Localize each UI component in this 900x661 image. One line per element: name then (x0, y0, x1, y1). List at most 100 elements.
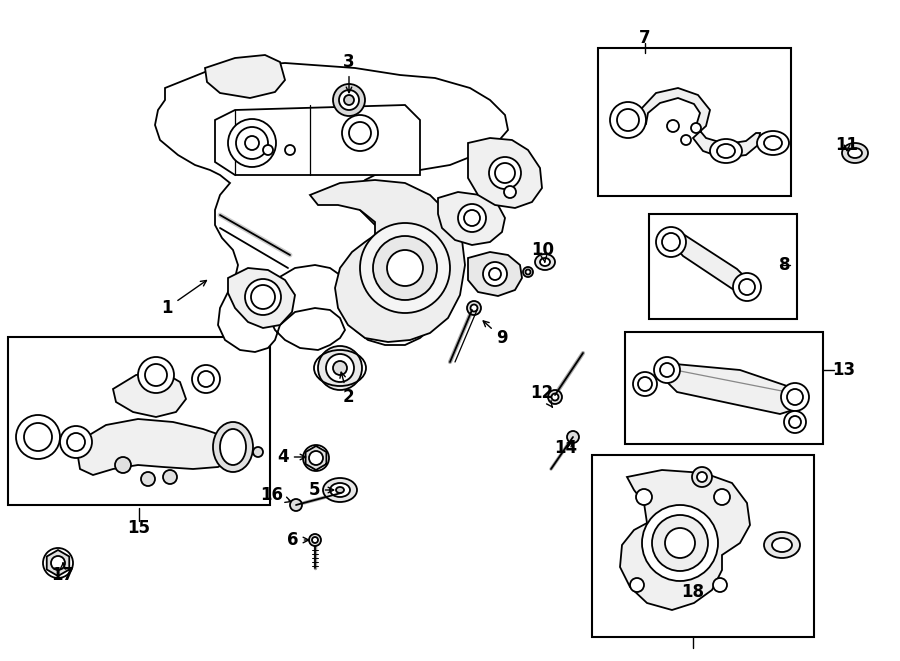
Bar (625, 332, 823, 444)
Ellipse shape (764, 136, 782, 150)
Circle shape (163, 470, 177, 484)
Ellipse shape (848, 148, 862, 158)
Circle shape (192, 365, 220, 393)
Circle shape (251, 285, 275, 309)
Text: 13: 13 (832, 361, 856, 379)
Circle shape (467, 301, 481, 315)
Circle shape (713, 578, 727, 592)
Circle shape (309, 451, 323, 465)
Ellipse shape (757, 131, 789, 155)
Bar (592, 455, 814, 637)
Text: 10: 10 (532, 241, 554, 262)
Circle shape (342, 115, 378, 151)
Bar (649, 214, 797, 319)
Polygon shape (228, 268, 295, 328)
Text: 16: 16 (260, 486, 291, 504)
Circle shape (60, 426, 92, 458)
Text: 9: 9 (483, 321, 508, 347)
Circle shape (681, 135, 691, 145)
Circle shape (667, 120, 679, 132)
Text: 17: 17 (51, 563, 75, 584)
Polygon shape (667, 364, 800, 414)
Polygon shape (438, 192, 505, 245)
Circle shape (636, 489, 652, 505)
Circle shape (691, 123, 701, 133)
Text: 6: 6 (287, 531, 309, 549)
Ellipse shape (717, 144, 735, 158)
Circle shape (253, 447, 263, 457)
Text: 4: 4 (277, 448, 306, 466)
Text: 5: 5 (308, 481, 334, 499)
Circle shape (662, 233, 680, 251)
Circle shape (610, 102, 646, 138)
Text: 7: 7 (639, 29, 651, 47)
Ellipse shape (336, 487, 344, 493)
Bar (598, 48, 791, 196)
Circle shape (339, 90, 359, 110)
Circle shape (523, 267, 533, 277)
Text: 3: 3 (343, 53, 355, 93)
Text: 11: 11 (835, 136, 859, 154)
Circle shape (504, 186, 516, 198)
Circle shape (51, 556, 65, 570)
Polygon shape (47, 550, 69, 576)
Circle shape (349, 122, 371, 144)
Circle shape (787, 389, 803, 405)
Circle shape (660, 363, 674, 377)
Circle shape (633, 372, 657, 396)
Circle shape (236, 127, 268, 159)
Text: 15: 15 (128, 519, 150, 537)
Circle shape (245, 136, 259, 150)
Circle shape (656, 227, 686, 257)
Circle shape (141, 472, 155, 486)
Circle shape (318, 346, 362, 390)
Polygon shape (620, 470, 750, 610)
Circle shape (784, 411, 806, 433)
Text: 2: 2 (340, 372, 354, 406)
Circle shape (489, 157, 521, 189)
Polygon shape (113, 372, 186, 417)
Text: 8: 8 (779, 256, 791, 274)
Circle shape (309, 534, 321, 546)
Polygon shape (205, 55, 285, 98)
Circle shape (326, 354, 354, 382)
Circle shape (630, 578, 644, 592)
Polygon shape (468, 138, 542, 208)
Circle shape (552, 393, 559, 401)
Polygon shape (215, 105, 420, 175)
Circle shape (489, 268, 501, 280)
Circle shape (739, 279, 755, 295)
Circle shape (642, 505, 718, 581)
Polygon shape (468, 252, 522, 296)
Circle shape (360, 223, 450, 313)
Circle shape (548, 390, 562, 404)
Circle shape (333, 84, 365, 116)
Circle shape (245, 279, 281, 315)
Circle shape (290, 499, 302, 511)
Ellipse shape (772, 538, 792, 552)
Ellipse shape (540, 258, 550, 266)
Circle shape (714, 489, 730, 505)
Text: 1: 1 (161, 280, 206, 317)
Circle shape (781, 383, 809, 411)
Ellipse shape (842, 143, 868, 163)
Circle shape (344, 95, 354, 105)
Circle shape (198, 371, 214, 387)
Circle shape (333, 361, 347, 375)
Circle shape (67, 433, 85, 451)
Circle shape (638, 377, 652, 391)
Polygon shape (78, 419, 236, 475)
Circle shape (228, 119, 276, 167)
Ellipse shape (323, 478, 357, 502)
Polygon shape (155, 63, 508, 352)
Circle shape (115, 457, 131, 473)
Ellipse shape (535, 254, 555, 270)
Ellipse shape (330, 483, 350, 497)
Circle shape (665, 528, 695, 558)
Text: 18: 18 (681, 583, 705, 601)
Circle shape (692, 467, 712, 487)
Circle shape (654, 357, 680, 383)
Circle shape (138, 357, 174, 393)
Polygon shape (306, 446, 327, 470)
Text: 14: 14 (554, 439, 578, 457)
